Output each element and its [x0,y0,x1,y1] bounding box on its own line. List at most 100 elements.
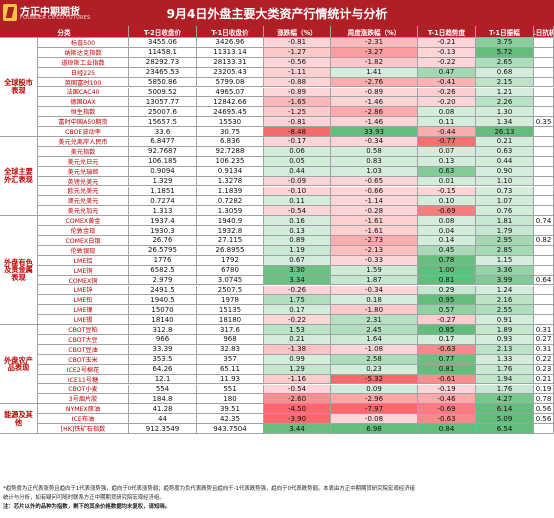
value-cell-wk: 2.45 [331,325,418,335]
value-cell-trend: 0.29 [418,285,476,296]
value-cell-trend: -0.22 [418,57,476,68]
value-cell-amp: 1.10 [476,176,534,187]
group-label: 全球主要外汇表现 [0,137,38,217]
value-cell-wk: -2.31 [331,38,418,48]
value-cell-chg: 3.34 [264,275,331,286]
value-cell-t1: 0.9134 [197,166,264,177]
value-cell-chg: -0.81 [264,117,331,128]
value-cell-extra [534,137,554,147]
value-cell-extra: 0.31 [534,325,554,335]
value-cell-trend: -0.20 [418,97,476,108]
asset-name: CBOT玉米 [38,354,129,365]
asset-name: 日经225 [38,67,129,78]
value-cell-trend: 0.85 [418,325,476,335]
value-cell-amp: 6.14 [476,404,534,415]
value-cell-t2: 28292.73 [129,57,197,68]
value-cell-wk: 1.03 [331,166,418,177]
value-cell-trend: 0.17 [418,335,476,345]
value-cell-wk: 1.41 [331,67,418,78]
value-cell-wk: 1.59 [331,265,418,276]
value-cell-wk: 2.31 [331,315,418,326]
value-cell-t2: 312.8 [129,325,197,335]
value-cell-chg: -0.22 [264,315,331,326]
value-cell-amp: 0.21 [476,137,534,147]
value-cell-t1: 15530 [197,117,264,128]
value-cell-trend: -0.19 [418,384,476,395]
value-cell-extra: 0.78 [534,394,554,405]
value-cell-amp: 1.81 [476,216,534,227]
value-cell-extra [534,57,554,68]
value-cell-trend: 0.13 [418,156,476,167]
value-cell-t2: 1.313 [129,206,197,217]
value-cell-extra [534,87,554,98]
value-cell-t1: 42.35 [197,414,264,425]
value-cell-amp: 0.68 [476,67,534,78]
value-cell-t1: 1792 [197,255,264,266]
value-cell-extra [534,305,554,316]
value-cell-amp: 1.34 [476,117,534,128]
value-cell-amp: 3.36 [476,265,534,276]
value-cell-amp: 1.07 [476,196,534,207]
value-cell-wk: 1.87 [331,275,418,286]
value-cell-wk: -2.86 [331,107,418,118]
asset-name: LME铜 [38,265,129,276]
value-cell-t1: 32.83 [197,344,264,355]
value-cell-wk: 0.18 [331,295,418,306]
value-cell-t2: 353.5 [129,354,197,365]
brand-logo: 方正中期期货 FOUNDER CIFCO FUTURES [3,3,107,23]
value-cell-wk: -1.61 [331,226,418,236]
value-cell-t2: 33.39 [129,344,197,355]
value-cell-t1: 180 [197,394,264,405]
group-label: 全球股市表现 [0,38,38,137]
value-cell-amp: 1.15 [476,255,534,266]
value-cell-extra [534,166,554,177]
asset-name: CBOT豆油 [38,344,129,355]
value-cell-extra: 0.74 [534,216,554,227]
logo-english-name: FOUNDER CIFCO FUTURES [20,15,91,21]
value-cell-t2: 13057.77 [129,97,197,108]
value-cell-amp: 2.65 [476,57,534,68]
value-cell-trend: 0.47 [418,67,476,78]
value-cell-t2: 1.329 [129,176,197,187]
value-cell-t2: 2.979 [129,275,197,286]
footnote-line: 统计与分析，如有疑问可随时联系方正中期期货研究院宏观经济组。 [3,495,165,501]
value-cell-amp: 2.13 [476,344,534,355]
value-cell-wk: -0.89 [331,87,418,98]
value-cell-t2: 966 [129,335,197,345]
value-cell-t1: 23205.43 [197,67,264,78]
value-cell-extra [534,285,554,296]
value-cell-chg: -8.48 [264,127,331,137]
value-cell-t2: 554 [129,384,197,395]
value-cell-amp: 2.26 [476,97,534,108]
value-cell-chg: -0.54 [264,384,331,395]
value-cell-extra [534,176,554,187]
value-cell-t2: 15657.5 [129,117,197,128]
value-cell-trend: 0.10 [418,196,476,207]
value-cell-amp: 3.75 [476,38,534,48]
value-cell-amp: 5.72 [476,47,534,58]
value-cell-extra [534,196,554,207]
value-cell-chg: 0.11 [264,196,331,207]
value-cell-t1: 12842.66 [197,97,264,108]
value-cell-extra [534,295,554,306]
value-cell-trend: 0.08 [418,107,476,118]
value-cell-amp: 1.24 [476,285,534,296]
value-cell-amp: 3.99 [476,275,534,286]
value-cell-t2: 912.3549 [129,424,197,434]
asset-name: [HK]铁矿石指数 [38,424,129,434]
value-cell-t1: 18180 [197,315,264,326]
asset-name: COMEX黄金 [38,216,129,227]
value-cell-trend: 0.81 [418,275,476,286]
value-cell-t1: 65.11 [197,364,264,375]
column-header: 周度涨跌幅（%） [331,26,418,38]
value-cell-trend: -0.15 [418,186,476,197]
value-cell-chg: -1.11 [264,67,331,78]
value-cell-wk: 33.93 [331,127,418,137]
column-header: 涨跌幅（%） [264,26,331,38]
value-cell-chg: 1.75 [264,295,331,306]
value-cell-t1: 357 [197,354,264,365]
value-cell-t2: 44 [129,414,197,425]
value-cell-trend: -0.41 [418,77,476,88]
value-cell-extra: 0.19 [534,384,554,395]
value-cell-t2: 33.6 [129,127,197,137]
